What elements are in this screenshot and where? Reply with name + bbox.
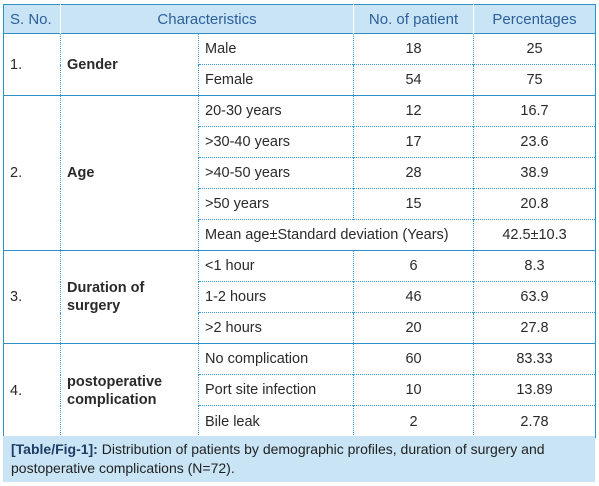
row-sno: 1. (3, 33, 61, 96)
row-subcategory: Male (197, 33, 354, 65)
caption-text: Distribution of patients by demographic … (11, 441, 545, 476)
header-characteristics: Characteristics (60, 4, 355, 34)
row-percentage: 38.9 (473, 157, 596, 189)
row-percentage: 8.3 (473, 250, 596, 282)
table-row: 4. postoperative complication No complic… (3, 343, 596, 438)
table-caption: [Table/Fig-1]: Distribution of patients … (3, 436, 595, 482)
row-count: 2 (353, 405, 474, 438)
row-count: 60 (353, 343, 474, 375)
table-row: 3. Duration of surgery <1 hour 6 8.3 (3, 250, 596, 344)
row-characteristic: Age (60, 95, 199, 251)
row-count: 17 (353, 126, 474, 158)
row-sno: 3. (3, 250, 61, 344)
table-row: Port site infection 10 13.89 (4, 374, 596, 406)
row-subcategory: >40-50 years (197, 157, 354, 189)
row-subcategory: <1 hour (197, 250, 354, 282)
row-count: 6 (353, 250, 474, 282)
row-subcategory: >2 hours (197, 312, 354, 344)
table-row: Female 54 75 (4, 64, 596, 96)
row-percentage: 63.9 (473, 281, 596, 313)
row-characteristic: postoperative complication (60, 343, 199, 438)
row-subcategory: >50 years (197, 188, 354, 220)
table-row: 1-2 hours 46 63.9 (4, 281, 596, 313)
row-sno: 4. (3, 343, 61, 438)
row-subcategory: Port site infection (197, 374, 354, 406)
demographics-table: S. No. Characteristics No. of patient Pe… (3, 4, 597, 438)
row-percentage: 27.8 (473, 312, 596, 344)
row-percentage: 2.78 (473, 405, 596, 438)
row-percentage: 23.6 (473, 126, 596, 158)
table-header-row: S. No. Characteristics No. of patient Pe… (3, 4, 596, 34)
header-patients: No. of patient (353, 4, 475, 34)
row-count: 46 (353, 281, 474, 313)
row-percentage: 16.7 (473, 95, 596, 127)
row-characteristic: Gender (60, 33, 199, 96)
row-percentage: 25 (473, 33, 596, 65)
row-subcategory: Female (197, 64, 354, 96)
row-subcategory: Bile leak (197, 405, 354, 438)
mean-age-value: 42.5±10.3 (473, 219, 596, 251)
mean-age-label: Mean age±Standard deviation (Years) (197, 219, 474, 251)
row-percentage: 13.89 (473, 374, 596, 406)
caption-tag: [Table/Fig-1]: (11, 441, 98, 457)
row-count: 54 (353, 64, 474, 96)
row-characteristic: Duration of surgery (60, 250, 199, 344)
row-count: 15 (353, 188, 474, 220)
table-row: >2 hours 20 27.8 (4, 312, 596, 344)
row-percentage: 75 (473, 64, 596, 96)
row-count: 28 (353, 157, 474, 189)
table-row: Bile leak 2 2.78 (4, 405, 596, 438)
header-sno: S. No. (3, 4, 61, 34)
row-count: 12 (353, 95, 474, 127)
row-subcategory: 20-30 years (197, 95, 354, 127)
row-subcategory: 1-2 hours (197, 281, 354, 313)
row-subcategory: No complication (197, 343, 354, 375)
row-percentage: 83.33 (473, 343, 596, 375)
row-sno: 2. (3, 95, 61, 251)
table-row: >30-40 years 17 23.6 (4, 126, 596, 158)
table-row: >50 years 15 20.8 (4, 188, 596, 220)
table-row: >40-50 years 28 38.9 (4, 157, 596, 189)
row-subcategory: >30-40 years (197, 126, 354, 158)
table-row: 1. Gender Male 18 25 (3, 33, 596, 96)
row-count: 18 (353, 33, 474, 65)
row-count: 10 (353, 374, 474, 406)
header-percentages: Percentages (473, 4, 596, 34)
table-row: Mean age±Standard deviation (Years) 42.5… (4, 219, 596, 251)
row-count: 20 (353, 312, 474, 344)
table-row: 2. Age 20-30 years 12 16.7 (3, 95, 596, 251)
row-percentage: 20.8 (473, 188, 596, 220)
